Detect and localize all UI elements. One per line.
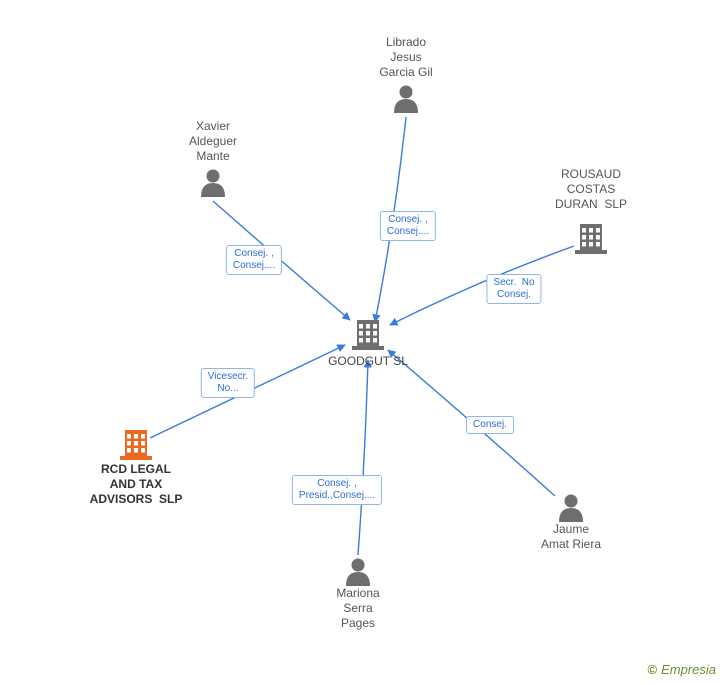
- node-label-rousaud: ROUSAUD COSTAS DURAN SLP: [555, 167, 627, 212]
- copyright-symbol: ©: [647, 662, 657, 677]
- diagram-canvas: Consej. , Consej.... Consej. , Consej....…: [0, 0, 728, 685]
- edge-mariona: [358, 360, 368, 555]
- node-icon-rcd: [120, 430, 152, 460]
- node-icon-xavier: [201, 170, 225, 198]
- node-label-mariona: Mariona Serra Pages: [336, 586, 379, 631]
- edge-label-rcd: Vicesecr. No...: [201, 368, 255, 398]
- center-node-icon: [352, 320, 384, 350]
- node-label-rcd: RCD LEGAL AND TAX ADVISORS SLP: [90, 462, 183, 507]
- node-label-jaume: Jaume Amat Riera: [541, 522, 601, 552]
- watermark-text: Empresia: [661, 662, 716, 677]
- edge-label-librado: Consej. , Consej....: [380, 211, 436, 241]
- edge-label-rousaud: Secr. No Consej.: [486, 274, 541, 304]
- graph-svg: [0, 0, 728, 685]
- node-label-librado: Librado Jesus Garcia Gil: [379, 35, 432, 80]
- edge-label-jaume: Consej.: [466, 416, 514, 434]
- node-icon-librado: [394, 86, 418, 114]
- watermark: © Empresia: [647, 662, 716, 677]
- edge-rousaud: [390, 246, 574, 325]
- edge-label-xavier: Consej. , Consej....: [226, 245, 282, 275]
- node-icon-rousaud: [575, 224, 607, 254]
- node-icon-jaume: [559, 495, 583, 523]
- edge-label-mariona: Consej. , Presid.,Consej....: [292, 475, 382, 505]
- center-node-label: GOODGUT SL: [328, 354, 408, 368]
- node-label-xavier: Xavier Aldeguer Mante: [189, 119, 237, 164]
- node-icon-mariona: [346, 559, 370, 587]
